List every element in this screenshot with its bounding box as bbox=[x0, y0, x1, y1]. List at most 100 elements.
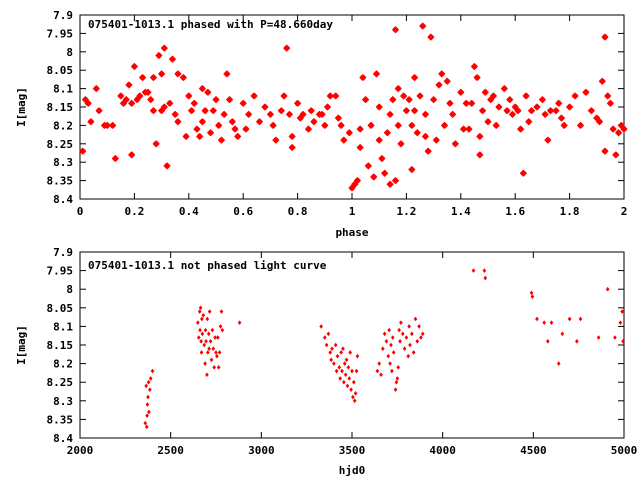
data-point bbox=[215, 335, 220, 340]
chart-title: 075401-1013.1 phased with P=48.660day bbox=[88, 18, 333, 31]
data-point bbox=[204, 88, 212, 96]
data-point bbox=[620, 125, 628, 133]
data-point bbox=[166, 99, 174, 107]
data-point bbox=[393, 387, 398, 392]
y-axis-label: I[mag] bbox=[15, 325, 28, 365]
data-point bbox=[420, 331, 425, 337]
data-point bbox=[344, 357, 349, 363]
x-tick-label: 3500 bbox=[339, 444, 366, 457]
data-point bbox=[213, 335, 217, 340]
data-point bbox=[147, 409, 151, 415]
data-point bbox=[408, 165, 416, 174]
y-tick-label: 7.9 bbox=[53, 246, 73, 259]
data-point bbox=[542, 320, 547, 325]
data-point bbox=[335, 353, 340, 359]
y-tick-label: 8.15 bbox=[47, 101, 74, 114]
data-point bbox=[340, 136, 348, 144]
data-point bbox=[552, 107, 560, 115]
data-point bbox=[323, 103, 332, 111]
data-point bbox=[148, 376, 153, 381]
data-point bbox=[508, 110, 517, 118]
data-point bbox=[355, 353, 360, 359]
data-point bbox=[394, 121, 402, 130]
x-tick-label: 1.8 bbox=[560, 205, 580, 218]
data-point bbox=[212, 365, 217, 370]
axis-ticks: 2000 2500 3000 3500 4000 4500 5000 7.9 7.95 8 8.05… bbox=[47, 246, 638, 457]
data-point bbox=[386, 180, 394, 188]
data-point bbox=[136, 92, 144, 100]
data-point bbox=[234, 132, 242, 141]
data-point bbox=[519, 169, 527, 177]
data-point bbox=[198, 84, 207, 93]
data-point bbox=[388, 361, 392, 366]
data-point bbox=[476, 151, 484, 159]
data-point bbox=[231, 125, 239, 133]
data-point bbox=[398, 338, 402, 344]
data-point bbox=[459, 125, 468, 133]
data-point bbox=[538, 96, 547, 104]
data-point bbox=[546, 107, 555, 115]
y-tick-label: 8.4 bbox=[53, 193, 73, 206]
data-point bbox=[381, 169, 389, 177]
phased-light-curve-panel: 0 0.2 0.4 0.6 0.8 1 1.2 1.4 1.6 1.8 2 7.9 7.95 8 8.05 8… bbox=[15, 9, 628, 239]
data-point bbox=[202, 342, 207, 348]
data-point bbox=[205, 316, 210, 322]
data-point bbox=[613, 335, 617, 340]
data-point bbox=[435, 81, 443, 89]
data-point bbox=[209, 107, 217, 115]
x-axis-label: hjd0 bbox=[339, 464, 366, 477]
axis-ticks: 0 0.2 0.4 0.6 0.8 1 1.2 1.4 1.6 1.8 2 7.9 7.95 8 8.05 8… bbox=[47, 9, 628, 218]
data-point bbox=[384, 338, 389, 344]
data-point bbox=[152, 140, 160, 148]
data-point bbox=[546, 338, 550, 344]
data-point bbox=[185, 92, 193, 100]
data-point bbox=[200, 316, 204, 322]
data-point bbox=[429, 96, 438, 104]
data-point bbox=[465, 125, 473, 133]
data-point bbox=[79, 147, 87, 155]
y-tick-label: 8 bbox=[66, 283, 73, 296]
data-point bbox=[535, 316, 539, 322]
data-point bbox=[145, 413, 149, 418]
data-point bbox=[109, 121, 117, 130]
data-point bbox=[345, 383, 350, 389]
data-point bbox=[196, 320, 200, 325]
data-point bbox=[143, 420, 148, 426]
data-point bbox=[382, 331, 387, 337]
data-point bbox=[375, 136, 383, 144]
data-point bbox=[196, 335, 201, 340]
data-point bbox=[332, 92, 340, 100]
data-point bbox=[155, 51, 163, 60]
data-point bbox=[478, 107, 487, 115]
data-point bbox=[609, 125, 617, 133]
data-point bbox=[145, 402, 150, 407]
data-point bbox=[207, 309, 212, 314]
data-point bbox=[391, 176, 400, 185]
y-tick-label: 8.15 bbox=[47, 339, 74, 352]
y-axis-label: I[mag] bbox=[15, 87, 28, 127]
data-point bbox=[377, 361, 382, 366]
y-tick-label: 7.9 bbox=[53, 9, 73, 22]
data-point bbox=[484, 118, 492, 126]
data-point bbox=[337, 121, 345, 130]
y-tick-label: 8 bbox=[66, 46, 73, 59]
data-point bbox=[514, 107, 522, 115]
data-point bbox=[438, 70, 446, 78]
data-point bbox=[223, 70, 231, 78]
data-point bbox=[211, 346, 216, 352]
data-point bbox=[201, 312, 206, 318]
data-point bbox=[527, 107, 536, 115]
data-point bbox=[386, 353, 391, 359]
data-point bbox=[394, 84, 402, 93]
data-point bbox=[193, 125, 201, 133]
data-point bbox=[424, 147, 432, 155]
y-tick-label: 7.95 bbox=[47, 27, 74, 40]
data-point bbox=[407, 324, 411, 329]
data-point bbox=[413, 316, 418, 322]
data-point bbox=[614, 129, 623, 137]
data-point bbox=[471, 268, 476, 273]
data-point bbox=[356, 125, 364, 133]
data-point bbox=[326, 92, 334, 100]
data-point bbox=[343, 372, 348, 378]
data-point bbox=[212, 96, 220, 104]
